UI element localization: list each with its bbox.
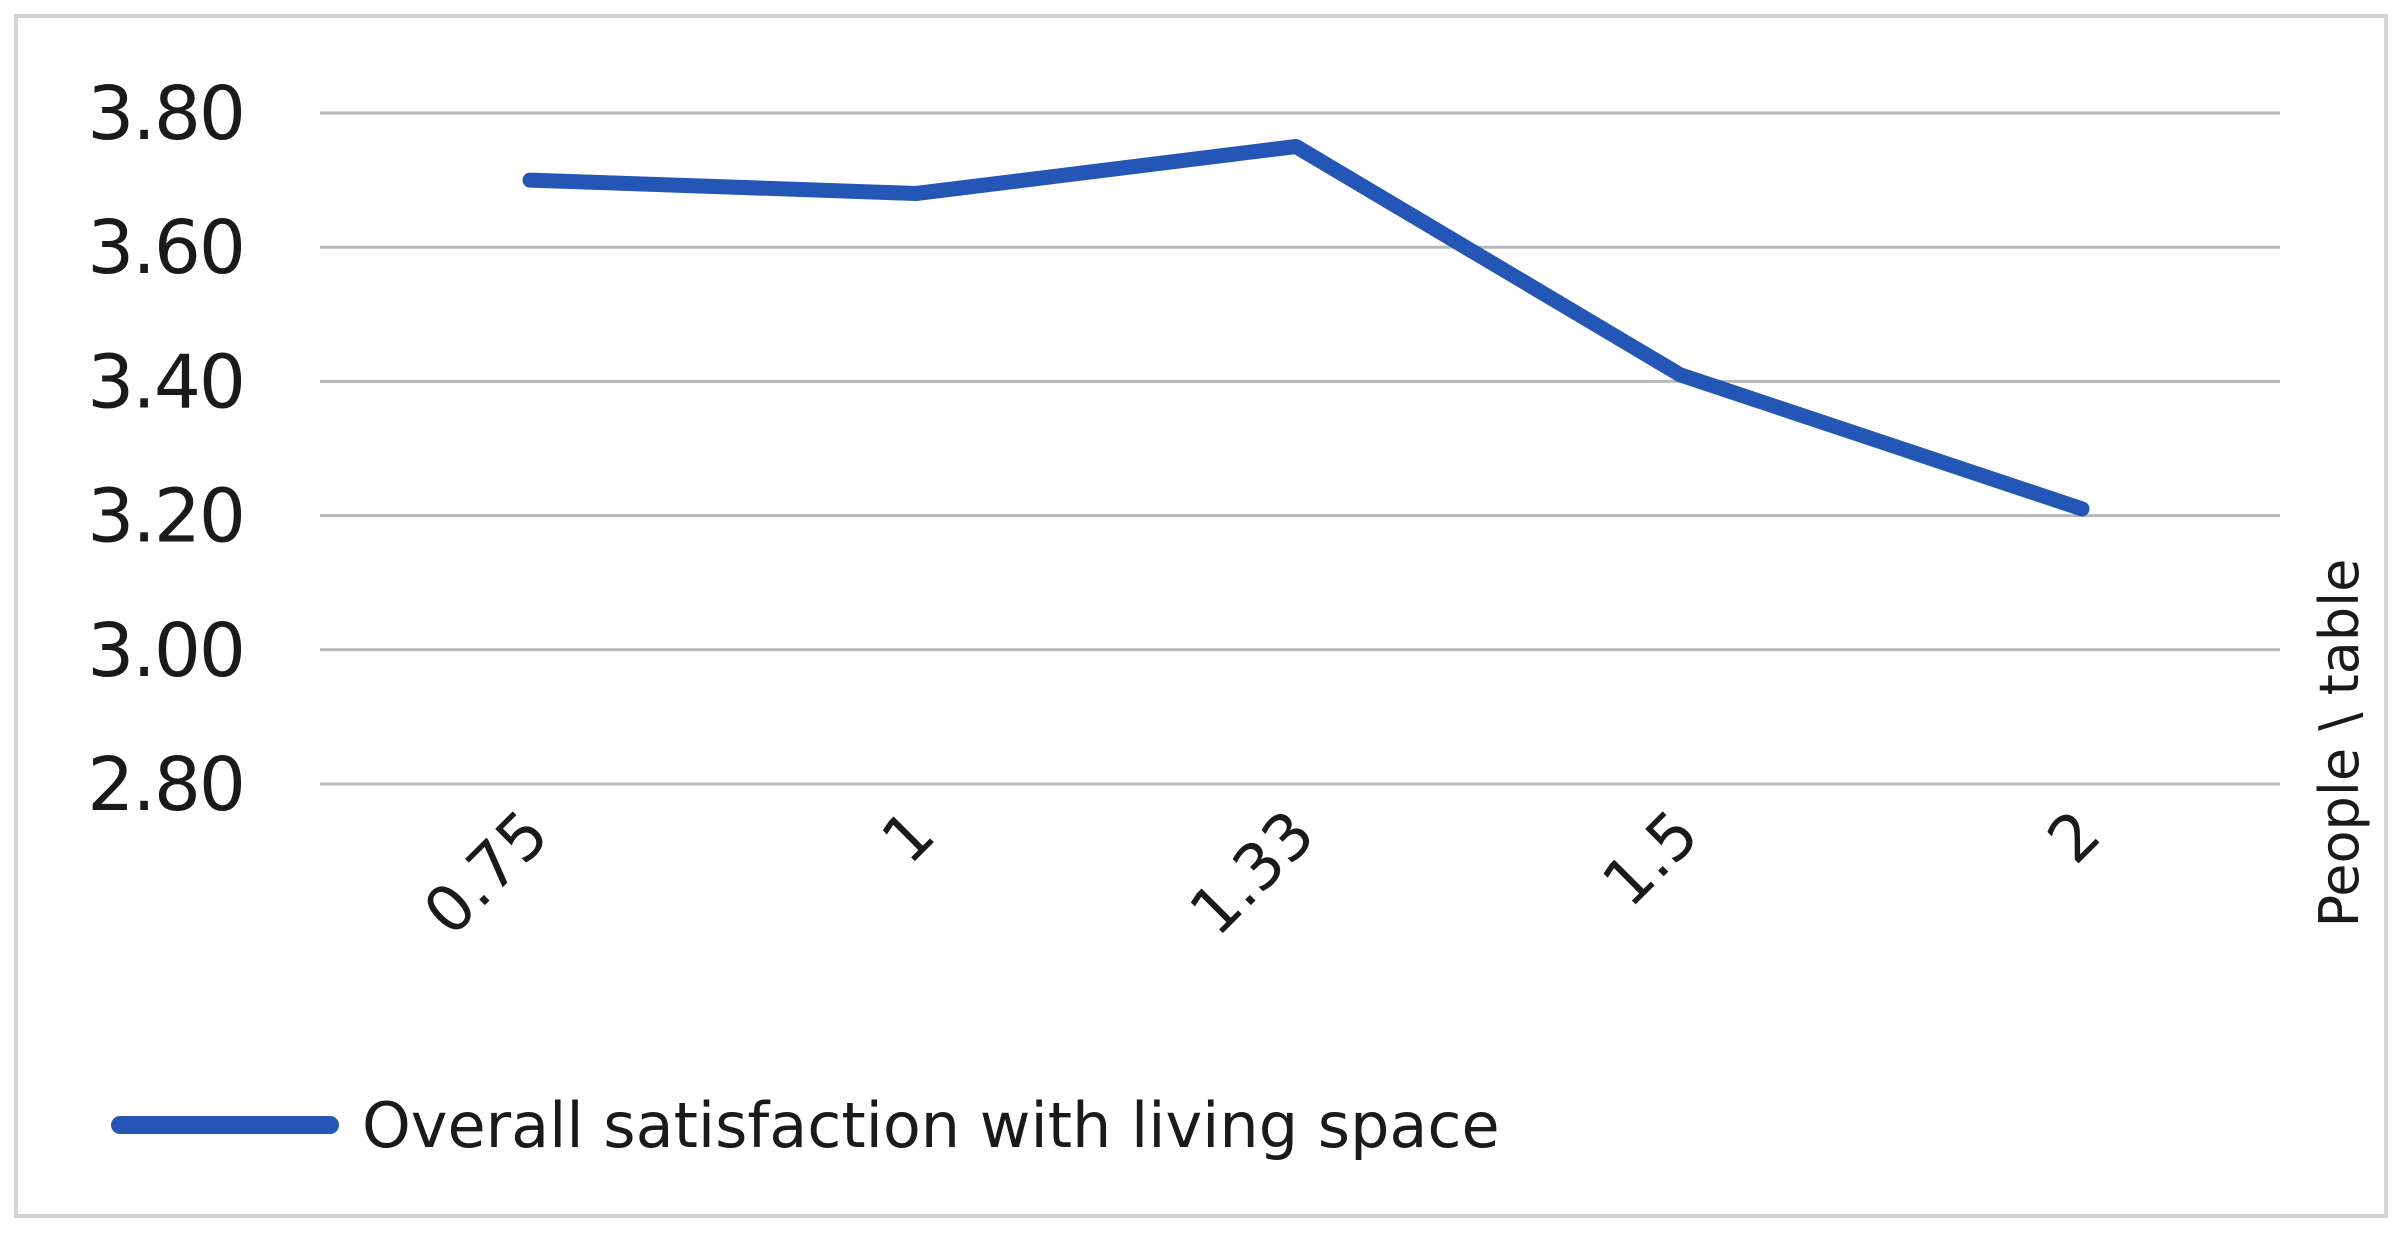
y-tick-label: 3.80 (87, 71, 244, 157)
y-tick-label: 3.60 (87, 205, 244, 291)
series-line (522, 139, 2090, 517)
y-tick-label: 2.80 (87, 742, 244, 828)
x-tick-label: 2 (2034, 797, 2115, 878)
y-tick-label: 3.20 (87, 474, 244, 560)
y-axis-ticks: 3.80 3.60 3.40 3.20 3.00 2.80 (87, 71, 246, 828)
y-axis-label: People \ table (2308, 559, 2371, 928)
legend: Overall satisfaction with living space (111, 1089, 1500, 1162)
chart-frame (14, 14, 2388, 1218)
x-axis-ticks: 0.75 1 1.33 1.5 2 (410, 797, 2115, 950)
y-tick-label: 3.00 (87, 608, 244, 694)
x-tick-label: 1 (868, 797, 949, 878)
series-layer (522, 139, 2090, 517)
x-tick-label: 1.33 (1176, 797, 1329, 950)
gridlines (320, 111, 2280, 786)
x-tick-label: 0.75 (410, 797, 563, 950)
x-tick-label: 1.5 (1589, 797, 1713, 921)
y-tick-label: 3.40 (87, 339, 244, 425)
legend-label: Overall satisfaction with living space (362, 1089, 1500, 1162)
